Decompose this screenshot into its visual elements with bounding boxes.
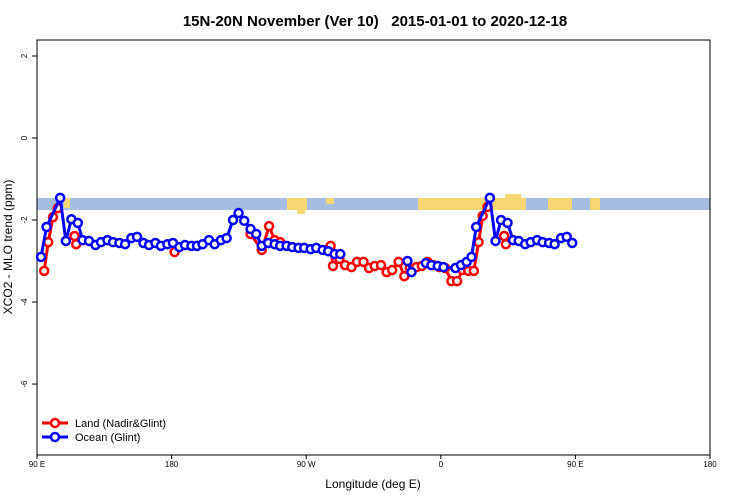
point bbox=[327, 260, 339, 272]
x-tick-label: 180 bbox=[165, 460, 179, 469]
point bbox=[470, 221, 482, 233]
y-axis-label: XCO2 - MLO trend (ppm) bbox=[1, 180, 15, 315]
y-tick-label: -6 bbox=[20, 380, 29, 388]
map-strip bbox=[37, 194, 710, 214]
point bbox=[484, 192, 496, 204]
point bbox=[406, 266, 417, 278]
y-tick-label: -4 bbox=[20, 298, 29, 306]
y-tick-label: -2 bbox=[20, 216, 29, 224]
point bbox=[375, 259, 387, 271]
x-tick-label: 180 bbox=[703, 460, 717, 469]
point bbox=[490, 235, 501, 247]
point bbox=[69, 230, 80, 242]
point bbox=[131, 231, 143, 243]
point bbox=[335, 248, 346, 260]
y-tick-label: 2 bbox=[20, 53, 29, 58]
point bbox=[35, 251, 47, 263]
point bbox=[38, 265, 50, 277]
point bbox=[468, 265, 480, 277]
series bbox=[35, 192, 578, 278]
point bbox=[221, 232, 232, 244]
point bbox=[438, 261, 449, 273]
point bbox=[451, 275, 463, 287]
point bbox=[119, 238, 131, 250]
point bbox=[72, 217, 84, 229]
x-tick-label: 0 bbox=[439, 460, 444, 469]
legend-marker bbox=[49, 417, 61, 429]
point bbox=[402, 255, 413, 267]
point bbox=[54, 192, 66, 204]
point bbox=[466, 251, 477, 263]
point bbox=[41, 221, 52, 233]
point bbox=[502, 217, 513, 229]
x-axis-label: Longitude (deg E) bbox=[325, 477, 420, 491]
y-tick-label: 0 bbox=[20, 135, 29, 140]
point bbox=[561, 231, 572, 243]
legend-label: Land (Nadir&Glint) bbox=[75, 418, 166, 430]
point bbox=[567, 237, 578, 249]
point bbox=[549, 238, 560, 250]
point bbox=[498, 230, 510, 242]
legend-marker bbox=[49, 431, 61, 443]
point bbox=[263, 220, 275, 232]
point bbox=[227, 214, 239, 226]
point bbox=[239, 215, 250, 227]
point bbox=[386, 264, 398, 276]
point bbox=[358, 256, 369, 268]
x-tick-label: 90 E bbox=[567, 460, 583, 469]
point bbox=[233, 207, 244, 219]
point bbox=[60, 235, 72, 247]
chart-title: 15N-20N November (Ver 10) 2015-01-01 to … bbox=[183, 13, 567, 30]
legend-label: Ocean (Glint) bbox=[75, 432, 140, 444]
point bbox=[393, 256, 404, 268]
plot-frame bbox=[36, 39, 711, 456]
legend: Land (Nadir&Glint) Ocean (Glint) bbox=[42, 417, 166, 444]
point bbox=[473, 236, 484, 248]
x-tick-label: 90 E bbox=[29, 460, 45, 469]
x-tick-label: 90 W bbox=[297, 460, 316, 469]
point bbox=[250, 228, 262, 240]
